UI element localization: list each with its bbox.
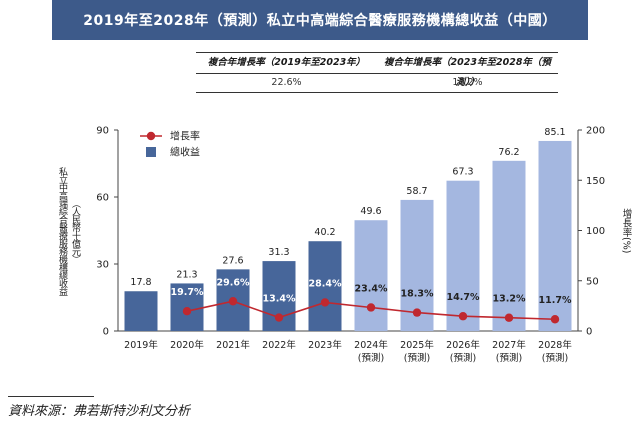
growth-rate-label: 13.4% — [263, 294, 296, 305]
cagr-header-2019-2023: 複合年增長率（2019年至2023年） — [207, 57, 366, 68]
cagr-value-row: 22.6% 16.2% — [196, 73, 558, 92]
growth-rate-point — [320, 298, 330, 307]
bar-value-label: 49.6 — [360, 206, 381, 217]
y-tick-label-right: 150 — [586, 176, 605, 187]
x-tick-sublabel: (預測) — [542, 352, 568, 364]
y-tick-label-right: 50 — [586, 276, 599, 287]
bar-value-label: 76.2 — [498, 147, 519, 158]
bar — [492, 160, 526, 331]
x-tick-label: 2026年 — [446, 339, 480, 351]
growth-rate-label: 13.2% — [493, 294, 526, 305]
growth-rate-label: 29.6% — [217, 277, 250, 288]
x-tick-sublabel: (預測) — [450, 352, 476, 364]
growth-rate-point — [458, 312, 468, 321]
growth-rate-label: 23.4% — [355, 283, 388, 294]
bar — [354, 220, 388, 331]
y-tick-label-right: 200 — [586, 126, 605, 137]
x-tick-label: 2024年 — [354, 339, 388, 351]
bar-value-label: 31.3 — [268, 247, 289, 258]
bar-value-label: 27.6 — [222, 255, 243, 266]
x-tick-label: 2021年 — [216, 339, 250, 351]
bar — [124, 291, 158, 331]
growth-rate-label: 28.4% — [309, 278, 342, 289]
x-tick-sublabel: (預測) — [358, 352, 384, 364]
cagr-header-2023-2028: 複合年增長率（2023年至2028年（預測）） — [384, 57, 551, 88]
growth-rate-label: 14.7% — [447, 292, 480, 303]
bar-value-label: 21.3 — [176, 269, 197, 280]
x-tick-label: 2025年 — [400, 339, 434, 351]
growth-rate-label: 11.7% — [539, 295, 572, 306]
cagr-bottom-rule — [196, 92, 558, 93]
cagr-table: 複合年增長率（2019年至2023年） 複合年增長率（2023年至2028年（預… — [196, 52, 558, 93]
y-axis-title-left: 私立中高端綜合醫療服務機構總收益 — [57, 167, 68, 296]
legend-bar-swatch — [146, 147, 156, 157]
source-note: 資料來源：弗若斯特沙利文分析 — [8, 404, 191, 419]
growth-label-box — [309, 276, 341, 290]
y-tick-label-left: 0 — [103, 327, 109, 338]
bar-value-label: 17.8 — [130, 277, 151, 288]
y-tick-label-left: 60 — [96, 193, 109, 204]
y-tick-label-right: 100 — [586, 226, 605, 237]
x-tick-label: 2022年 — [262, 339, 296, 351]
growth-rate-point — [550, 315, 560, 324]
x-tick-sublabel: (預測) — [404, 352, 430, 364]
source-rule — [8, 396, 94, 397]
y-tick-label-left: 90 — [96, 126, 109, 137]
growth-rate-point — [228, 297, 238, 306]
y-tick-label-left: 30 — [96, 260, 109, 271]
growth-label-box — [171, 285, 203, 299]
growth-rate-label: 19.7% — [171, 287, 204, 298]
cagr-header-row: 複合年增長率（2019年至2023年） 複合年增長率（2023年至2028年（預… — [196, 52, 558, 88]
growth-rate-point — [274, 313, 284, 322]
x-tick-label: 2028年 — [538, 339, 572, 351]
bar-value-label: 67.3 — [452, 167, 473, 178]
growth-rate-point — [182, 307, 192, 316]
chart-title: 2019年至2028年（預測）私立中高端綜合醫療服務機構總收益（中國） — [52, 0, 588, 40]
growth-rate-point — [504, 313, 514, 322]
bar — [538, 140, 572, 331]
x-tick-sublabel: (預測) — [496, 352, 522, 364]
growth-rate-point — [412, 308, 422, 317]
y-axis-title-right: 增長率(%) — [621, 208, 633, 254]
legend-line-marker — [146, 131, 156, 141]
x-tick-label: 2027年 — [492, 339, 526, 351]
y-tick-label-right: 0 — [586, 327, 592, 338]
y-axis-title-left-unit: （人民幣十億元） — [70, 199, 81, 263]
bar-value-label: 58.7 — [406, 186, 427, 197]
growth-label-box — [217, 275, 249, 289]
growth-label-box — [263, 292, 295, 306]
bar — [446, 180, 480, 331]
growth-rate-label: 18.3% — [401, 289, 434, 300]
x-tick-label: 2023年 — [308, 339, 342, 351]
bar-value-label: 40.2 — [314, 227, 335, 238]
growth-rate-point — [366, 303, 376, 312]
legend-label-revenue: 總收益 — [170, 146, 200, 159]
x-tick-label: 2019年 — [124, 339, 158, 351]
cagr-value-2023-2028: 16.2% — [452, 77, 483, 88]
bar-value-label: 85.1 — [544, 127, 565, 138]
legend-label-growth: 增長率 — [170, 130, 200, 143]
cagr-value-2019-2023: 22.6% — [271, 77, 302, 88]
x-tick-label: 2020年 — [170, 339, 204, 351]
